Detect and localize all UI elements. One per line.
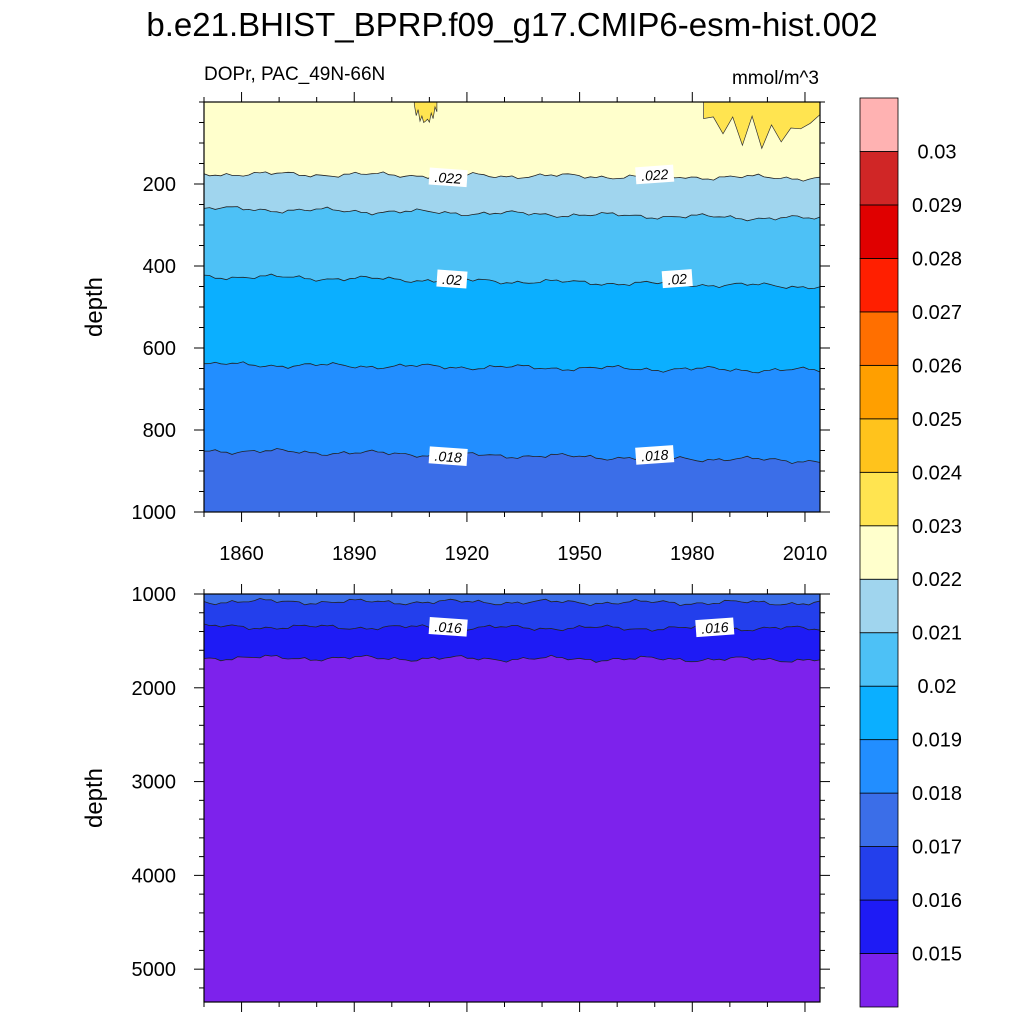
colorbar-label: 0.024 — [912, 462, 962, 484]
y-tick-label: 2000 — [132, 678, 177, 700]
colorbar-label: 0.029 — [912, 195, 962, 217]
x-tick-label: 1980 — [670, 543, 715, 565]
contour-line — [203, 273, 821, 290]
x-tick-label: 1860 — [219, 543, 264, 565]
contour-line — [203, 361, 821, 374]
contour-label-box — [635, 445, 675, 465]
x-tick-label: 1920 — [445, 543, 490, 565]
colorbar-swatch — [859, 204, 899, 259]
colorbar-swatch — [859, 311, 899, 366]
chart-title: b.e21.BHIST_BPRP.f09_g17.CMIP6-esm-hist.… — [146, 6, 878, 43]
contour-label-text: .02 — [442, 271, 463, 288]
contour-band — [204, 448, 820, 512]
x-tick-label: 1950 — [557, 543, 602, 565]
contour-label: .016 — [695, 617, 735, 638]
contour-line — [203, 206, 821, 222]
colorbar-swatch — [859, 792, 899, 847]
y-tick-label: 1000 — [132, 502, 177, 524]
contour-label-box — [428, 616, 468, 637]
colorbar-label: 0.026 — [912, 355, 962, 377]
contour-line — [203, 654, 821, 663]
contour-label-text: .016 — [434, 618, 463, 636]
contour-band — [204, 361, 820, 464]
contour-label-box — [695, 617, 735, 638]
colorbar-label: 0.021 — [912, 623, 962, 645]
colorbar-swatch — [859, 471, 899, 527]
contour-label-text: .018 — [641, 446, 670, 464]
colorbar-label: 0.017 — [912, 837, 962, 859]
contour-band — [204, 206, 820, 289]
colorbar-swatch — [859, 151, 899, 206]
colorbar-swatch — [859, 632, 899, 687]
colorbar-swatch — [859, 685, 899, 741]
colorbar-label: 0.022 — [912, 569, 962, 591]
contour-band — [204, 594, 820, 606]
colorbar-label: 0.027 — [912, 302, 962, 324]
high-value-patch — [413, 101, 438, 124]
contour-label-text: .022 — [434, 169, 463, 187]
high-value-patch — [703, 101, 821, 150]
colorbar-label: 0.028 — [912, 248, 962, 270]
contour-label-box — [428, 167, 468, 188]
plot-frame — [203, 593, 821, 1003]
contour-line — [204, 448, 821, 465]
colorbar-label: 0.016 — [912, 890, 962, 912]
colorbar-swatch — [859, 578, 899, 634]
y-tick-label: 800 — [143, 420, 176, 442]
contour-band — [204, 598, 820, 632]
y-tick-label: 5000 — [132, 959, 177, 981]
contour-band — [204, 102, 820, 182]
contour-line — [203, 171, 821, 182]
y-tick-label: 1000 — [132, 584, 177, 606]
contour-band — [204, 623, 820, 663]
colorbar-swatch — [859, 739, 899, 794]
colorbar-swatch — [859, 525, 899, 580]
contour-label: .018 — [428, 446, 468, 466]
colorbar-swatch — [859, 97, 899, 152]
colorbar-label: 0.019 — [912, 730, 962, 752]
colorbar-swatch — [859, 899, 899, 954]
colorbar-swatch — [859, 364, 899, 420]
contour-label-box — [635, 164, 675, 185]
y-tick-label: 3000 — [132, 772, 177, 794]
y-tick-label: 600 — [143, 338, 176, 360]
y-tick-label: 200 — [143, 174, 176, 196]
contour-line — [203, 597, 821, 607]
y-tick-label: 400 — [143, 256, 176, 278]
contour-label-box — [428, 446, 468, 466]
colorbar-label: 0.03 — [918, 141, 957, 163]
contour-label-text: .022 — [641, 166, 670, 184]
contour-label: .022 — [428, 167, 468, 188]
colorbar-swatch — [859, 953, 899, 1008]
colorbar-label: 0.015 — [912, 944, 962, 966]
contour-band — [204, 274, 820, 373]
contour-label-box — [436, 269, 468, 289]
colorbar-swatch — [859, 418, 899, 473]
x-tick-label: 2010 — [783, 543, 828, 565]
colorbar-label: 0.02 — [918, 676, 957, 698]
contour-label: .022 — [635, 164, 675, 185]
contour-label-text: .02 — [667, 270, 688, 287]
y-axis-label: depth — [81, 768, 108, 828]
contour-label-text: .018 — [434, 448, 463, 466]
contour-label: .016 — [428, 616, 468, 637]
contour-label: .018 — [635, 445, 675, 465]
contour-label-box — [661, 269, 693, 289]
chart-subtitle-right: mmol/m^3 — [731, 68, 819, 89]
colorbar-swatch — [859, 846, 899, 901]
colorbar-swatch — [859, 258, 899, 313]
chart-subtitle-left: DOPr, PAC_49N-66N — [204, 64, 386, 85]
colorbar-label: 0.018 — [912, 783, 962, 805]
colorbar-label: 0.023 — [912, 516, 962, 538]
contour-label-text: .016 — [701, 619, 730, 637]
colorbar-label: 0.025 — [912, 409, 962, 431]
contour-band — [204, 171, 820, 221]
y-axis-label: depth — [81, 277, 108, 337]
contour-band — [204, 655, 820, 1002]
x-tick-label: 1890 — [332, 543, 377, 565]
contour-label: .02 — [661, 269, 693, 289]
y-tick-label: 4000 — [132, 865, 177, 887]
contour-label: .02 — [436, 269, 468, 289]
